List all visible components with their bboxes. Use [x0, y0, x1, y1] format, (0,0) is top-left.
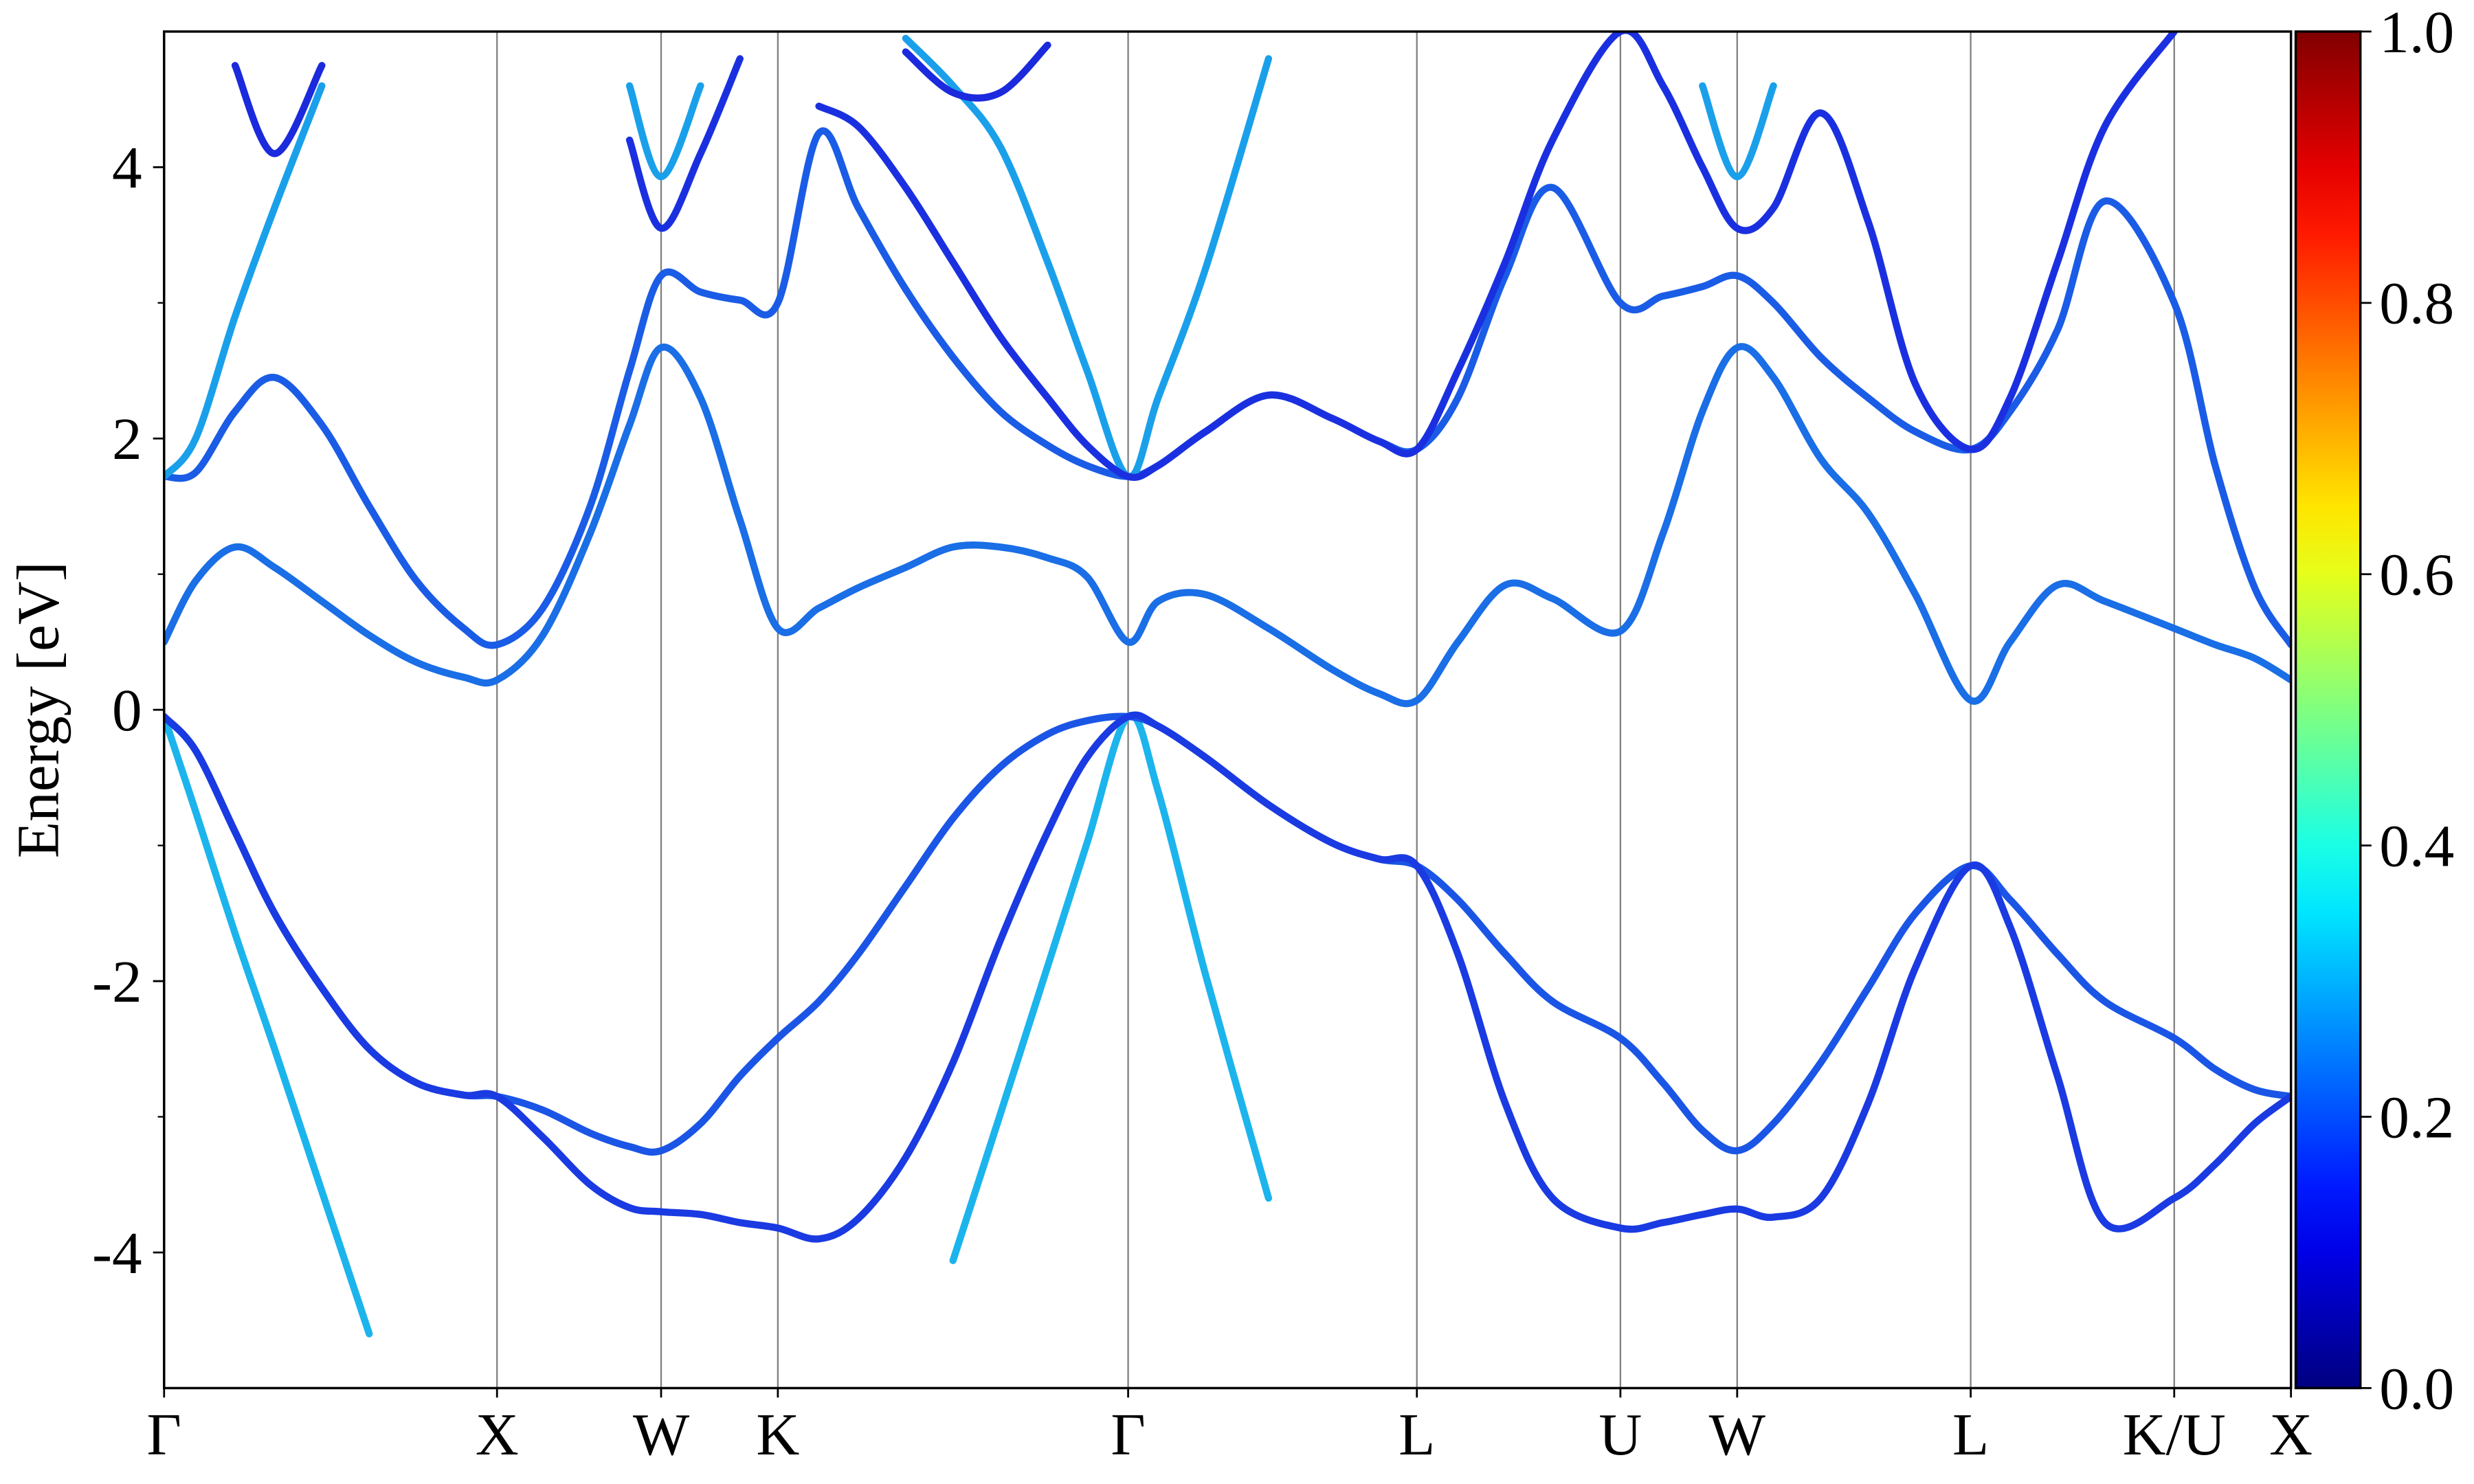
bands	[164, 31, 2291, 1338]
y-tick-label: -2	[92, 948, 142, 1015]
x-tick-label: W	[1709, 1401, 1766, 1468]
x-tick-label: X	[476, 1401, 519, 1468]
band-line	[164, 712, 2291, 1156]
colorbar-tick-label: 1.0	[2379, 0, 2454, 65]
band-line	[164, 711, 2291, 1243]
y-tick-label: 4	[112, 134, 142, 201]
y-axis-label: Energy [eV]	[4, 561, 71, 858]
x-tick-label: L	[1398, 1401, 1435, 1468]
x-tick-label: W	[633, 1401, 690, 1468]
x-tick-label: Γ	[147, 1401, 181, 1468]
x-tick-label: U	[1598, 1401, 1642, 1468]
y-tick-label: 2	[112, 405, 142, 472]
colorbar-tick-label: 0.0	[2379, 1355, 2454, 1421]
colorbar-tick-label: 0.6	[2379, 541, 2454, 608]
x-tick-label: L	[1952, 1401, 1989, 1468]
band-line	[164, 34, 1777, 480]
band-line	[625, 31, 2178, 481]
x-tick-label: X	[2269, 1401, 2313, 1468]
y-tick-label: 0	[112, 677, 142, 743]
colorbar	[2294, 30, 2362, 1390]
x-tick-label: Γ	[1111, 1401, 1145, 1468]
colorbar-tick-label: 0.8	[2379, 270, 2454, 337]
x-tick-label: K	[756, 1401, 799, 1468]
band-line	[164, 712, 1273, 1338]
colorbar-tick-label: 0.4	[2379, 812, 2454, 879]
colorbar-tick-label: 0.2	[2379, 1083, 2454, 1150]
plot-frame	[163, 30, 2293, 1390]
y-tick-label: -4	[92, 1219, 142, 1286]
x-tick-label: K/U	[2123, 1401, 2226, 1468]
band-line	[231, 41, 1051, 157]
band-line	[164, 343, 2291, 708]
